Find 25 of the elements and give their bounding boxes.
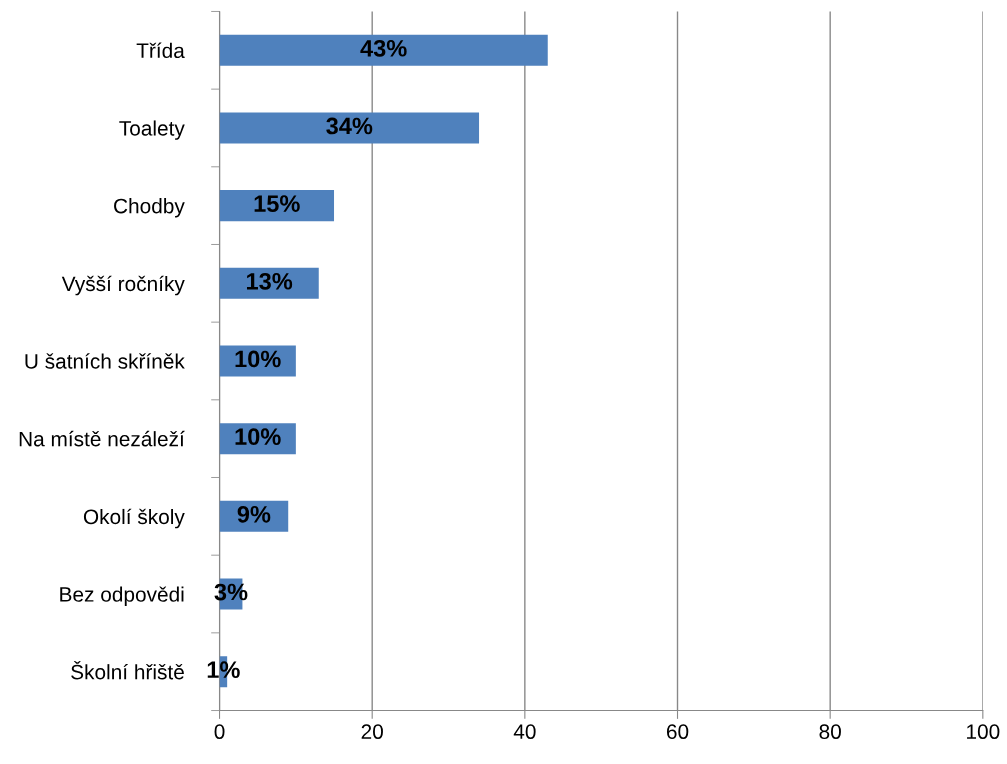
y-tick-label: U šatních skříněk [25, 353, 185, 369]
x-tick-label: 100 [967, 724, 1000, 740]
data-label: 43% [360, 39, 407, 57]
y-tick-label: Toalety [119, 120, 185, 140]
x-tick-label: 60 [666, 724, 689, 740]
data-label: 15% [254, 195, 300, 212]
data-label: 10% [235, 428, 281, 445]
x-tick-label: 80 [819, 724, 841, 740]
data-label: 10% [235, 350, 281, 368]
bar [219, 112, 480, 144]
y-tick-label: Vyšší ročníky [61, 275, 185, 296]
y-tick-label: Na místě nezáleží [19, 430, 185, 447]
y-tick-label: Bez odpovědi [60, 586, 184, 606]
y-tick-label: Okolí školy [83, 508, 185, 529]
data-label: 13% [247, 272, 293, 290]
x-tick-label: 0 [214, 724, 225, 740]
bar [219, 190, 335, 222]
data-label: 34% [326, 117, 373, 135]
y-tick-label: Třída [136, 42, 185, 59]
bar [219, 34, 548, 66]
y-tick-label: Školní hřiště [71, 661, 184, 680]
data-label: 9% [237, 505, 271, 523]
x-tick-label: 20 [361, 724, 383, 740]
x-tick-label: 40 [513, 724, 536, 740]
y-tick-label: Chodby [114, 198, 185, 218]
